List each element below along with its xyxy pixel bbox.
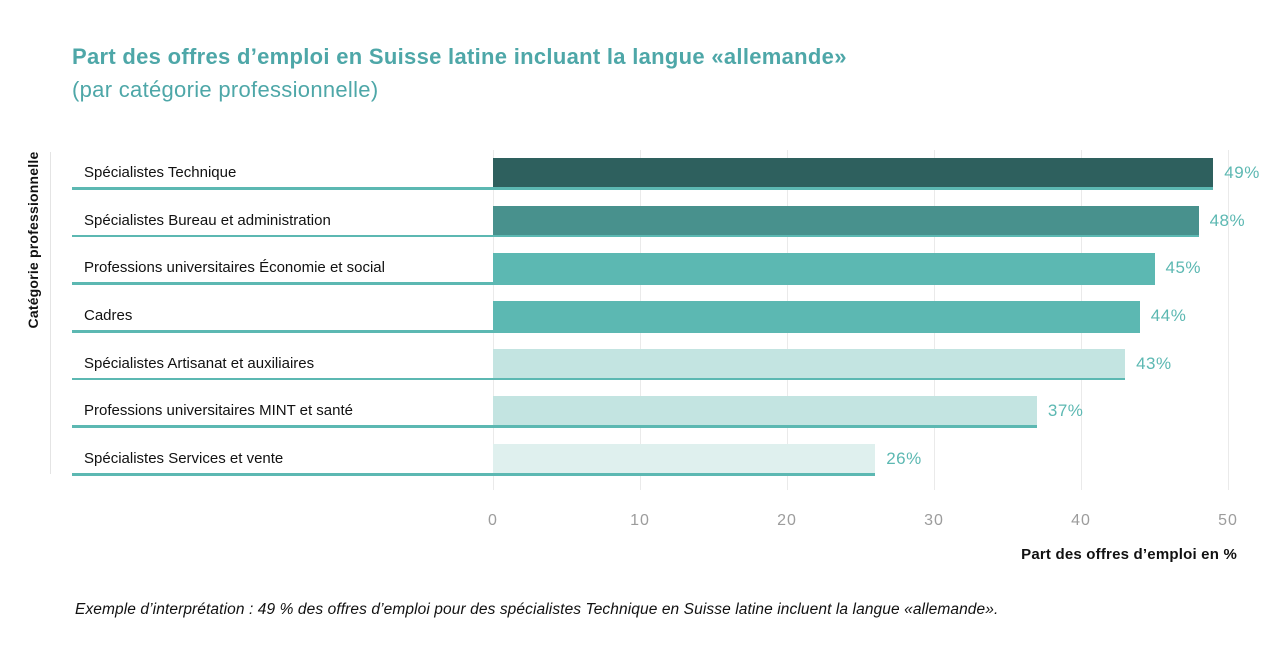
bar <box>493 301 1140 330</box>
row-underline <box>72 377 1126 381</box>
row-underline <box>72 425 1037 428</box>
row-underline <box>72 282 1155 285</box>
category-label: Spécialistes Bureau et administration <box>84 211 331 229</box>
bar <box>493 396 1037 426</box>
category-label: Spécialistes Services et vente <box>84 450 284 468</box>
bar <box>493 158 1214 187</box>
value-label: 49% <box>1224 163 1260 182</box>
row-underline <box>72 473 876 476</box>
category-label: Spécialistes Artisanat et auxiliaires <box>84 354 315 372</box>
category-label: Cadres <box>84 307 133 324</box>
chart-title: Part des offres d’emploi en Suisse latin… <box>72 44 847 69</box>
x-tick-label: 10 <box>630 512 650 529</box>
x-axis-label: Part des offres d’emploi en % <box>1021 546 1237 563</box>
chart-subtitle: (par catégorie professionnelle) <box>72 77 379 102</box>
row-underline <box>72 330 1140 333</box>
x-tick-label: 30 <box>924 512 944 529</box>
category-label: Professions universitaires Économie et s… <box>84 259 385 277</box>
category-label: Professions universitaires MINT et santé <box>84 402 353 420</box>
value-label: 44% <box>1150 306 1187 325</box>
value-label: 37% <box>1047 401 1084 421</box>
x-tick-label: 20 <box>777 512 797 529</box>
gridline <box>1228 150 1229 490</box>
interpretation-note: Exemple d’interprétation : 49 % des offr… <box>75 601 999 618</box>
x-tick-label: 50 <box>1218 512 1238 529</box>
bar <box>493 348 1126 378</box>
value-label: 26% <box>886 449 922 469</box>
value-label: 45% <box>1165 258 1202 278</box>
bar <box>493 205 1199 235</box>
row-underline <box>72 234 1199 238</box>
y-axis-spine <box>50 152 51 474</box>
value-label: 48% <box>1209 210 1246 230</box>
row-underline <box>72 187 1214 190</box>
category-label: Spécialistes Technique <box>84 164 237 181</box>
bar <box>493 253 1155 283</box>
x-tick-label: 0 <box>488 512 498 529</box>
value-label: 43% <box>1136 353 1172 373</box>
bar <box>493 444 876 474</box>
x-tick-label: 40 <box>1071 512 1091 529</box>
